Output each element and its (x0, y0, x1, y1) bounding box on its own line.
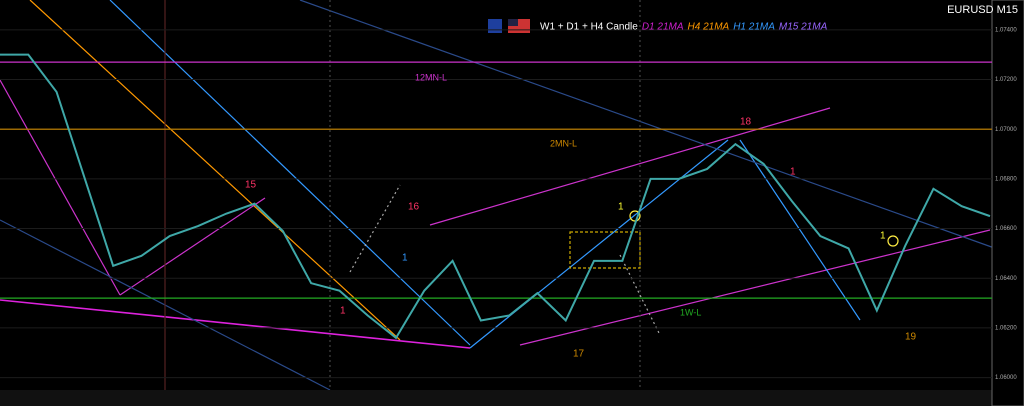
annotation: 19 (905, 332, 917, 343)
chart-title: EURUSD M15 (947, 4, 1018, 16)
level-label: 12MN-L (415, 73, 447, 83)
y-tick-label: 1.06800 (995, 176, 1017, 182)
legend-entry: W1 + D1 + H4 Candle (540, 22, 638, 33)
annotation: 1 (618, 202, 624, 213)
y-tick-label: 1.07200 (995, 77, 1017, 83)
legend-entry: D1 21MA (642, 22, 684, 33)
annotation: 1 (790, 167, 796, 178)
level-label: 2MN-L (550, 139, 577, 149)
legend-entry: H1 21MA (733, 22, 775, 33)
annotation: 1 (340, 306, 346, 317)
y-tick-label: 1.06000 (995, 375, 1017, 381)
annotation: 18 (740, 117, 752, 128)
annotation: 15 (245, 180, 257, 191)
level-label: 1W-L (680, 307, 701, 317)
date-bar (0, 390, 992, 406)
price-line (0, 53, 991, 340)
annotation: 17 (573, 349, 585, 360)
y-tick-label: 1.06200 (995, 325, 1017, 331)
y-tick-label: 1.06600 (995, 226, 1017, 232)
annotation: 1 (402, 253, 408, 264)
legend-entry: M15 21MA (779, 22, 828, 33)
price-axis (991, 0, 1024, 406)
flag-eu (488, 19, 502, 33)
annotation: 1 (880, 231, 886, 242)
y-tick-label: 1.06400 (995, 276, 1017, 282)
y-tick-label: 1.07400 (995, 27, 1017, 33)
annotation: 16 (408, 202, 420, 213)
flag-us-canton (508, 19, 518, 26)
legend-entry: H4 21MA (688, 22, 730, 33)
y-tick-label: 1.07000 (995, 127, 1017, 133)
trendlines (0, 0, 1001, 391)
